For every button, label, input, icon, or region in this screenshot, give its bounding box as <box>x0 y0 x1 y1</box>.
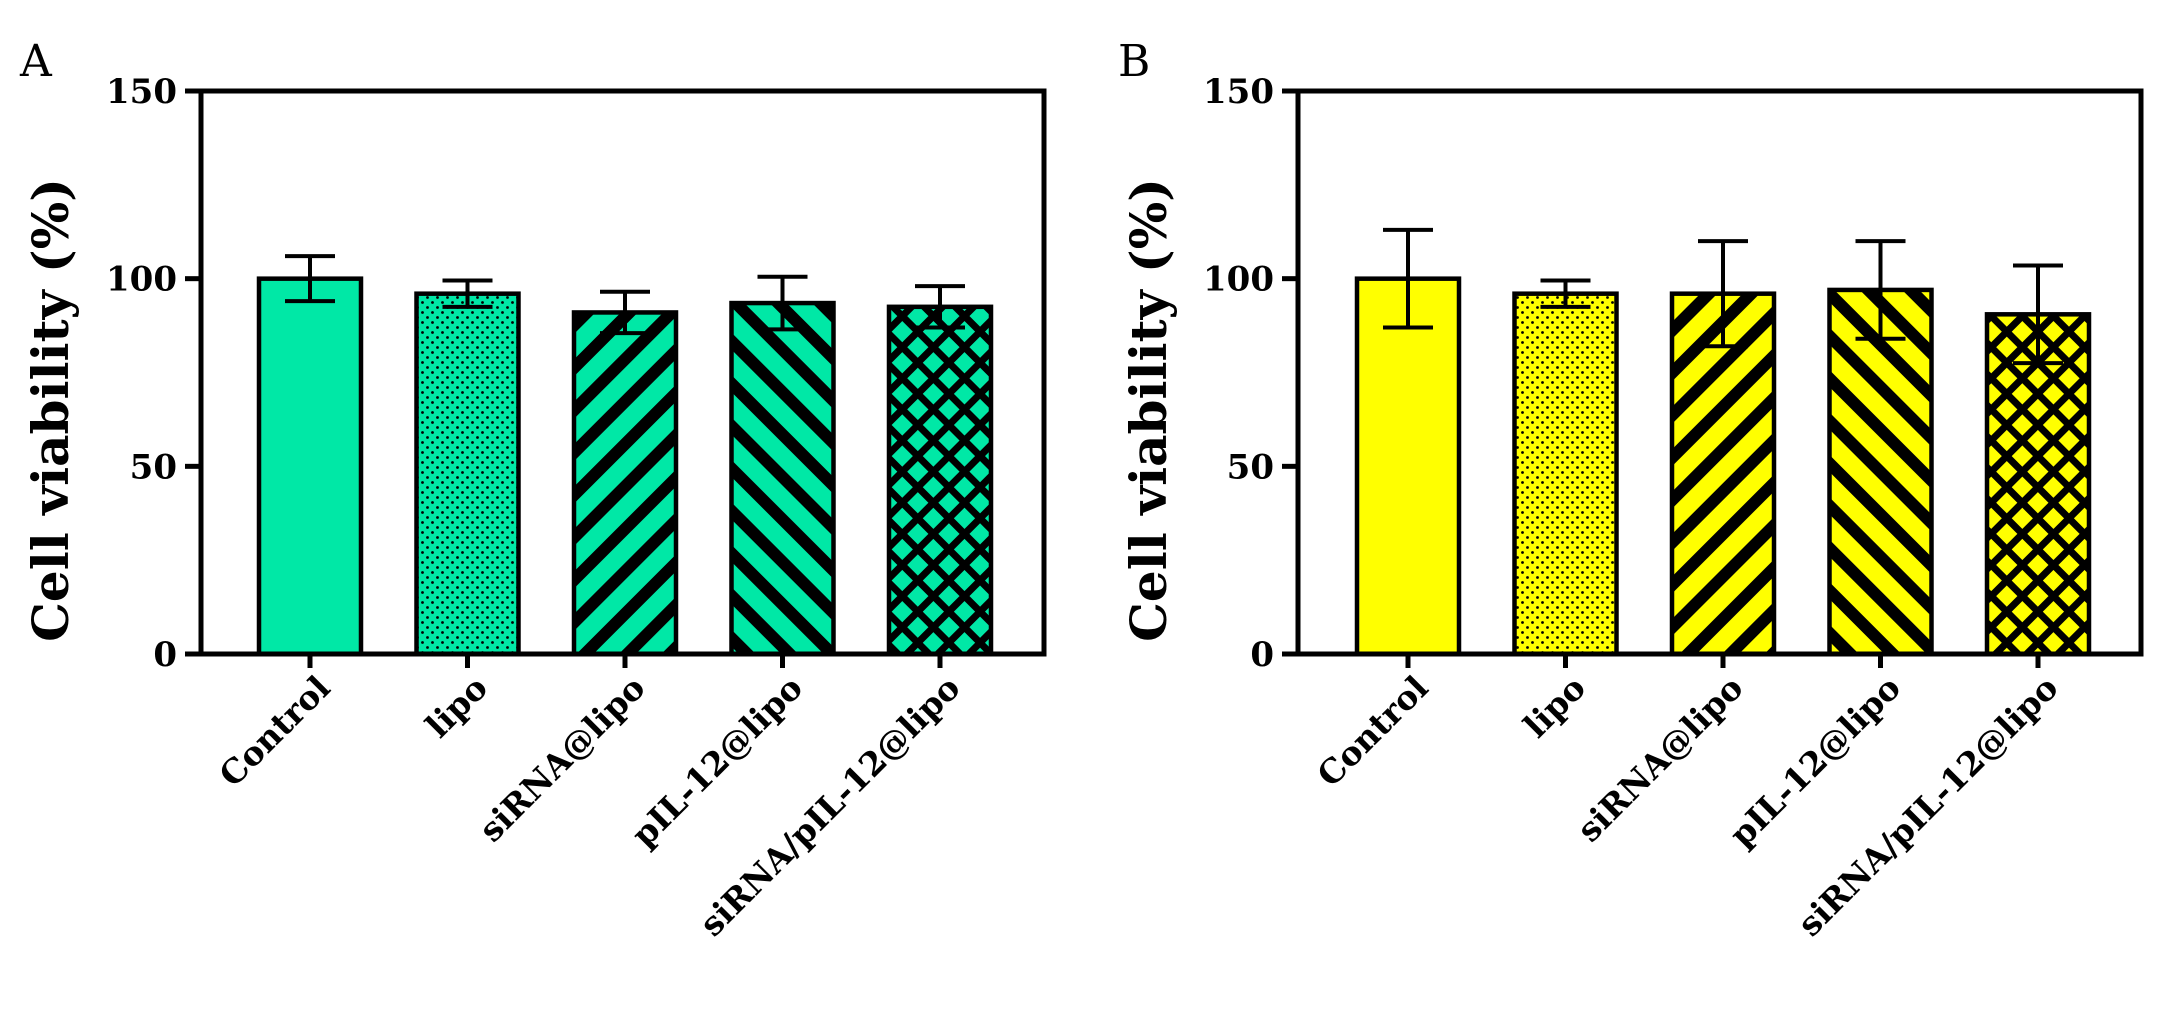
y-tick-label: 100 <box>1203 260 1274 300</box>
chart-panel-a: A Cell viability (%) 0 50 100 150 Control li… <box>19 36 1047 944</box>
chart-panel-b: B Cell viability (%) 0 50 100 150 Control li… <box>1118 36 2144 944</box>
x-tick-label: Control <box>1309 668 1435 794</box>
plot-frame-a <box>198 88 1047 657</box>
x-tick-label: siRNA@lipo <box>471 668 652 849</box>
x-ticks-b: Control liposiRNA@lipopIL-12@liposiRNA/pI… <box>1309 654 2066 944</box>
error-bar <box>285 254 335 304</box>
error-bar <box>600 289 650 336</box>
x-tick-label: lipo <box>1516 668 1593 745</box>
y-tick-label: 0 <box>1250 635 1274 675</box>
y-tick-label: 0 <box>153 635 177 675</box>
x-ticks-a: Control liposiRNA@lipopIL-12@liposiRNA/pI… <box>211 654 968 944</box>
error-bars-a <box>285 254 965 336</box>
bar-lipo <box>414 291 521 657</box>
bar-pil-12-lipo <box>729 300 836 657</box>
x-tick-label: siRNA/pIL-12@lipo <box>692 668 968 944</box>
bar-sirna-lipo <box>571 310 679 657</box>
y-axis-label-a: Cell viability (%) <box>21 178 80 642</box>
x-tick-label: siRNA/pIL-12@lipo <box>1790 668 2066 944</box>
bar-lipo <box>1512 291 1619 657</box>
y-ticks-b: 0 50 100 150 <box>1203 72 1298 675</box>
panel-letter-b: B <box>1118 36 1150 87</box>
error-bar <box>1855 239 1906 341</box>
y-tick-label: 100 <box>106 260 177 300</box>
panel-letter-a: A <box>19 36 53 87</box>
bar-sirna-pil-12-lipo <box>1984 312 2092 657</box>
y-tick-label: 150 <box>106 72 177 112</box>
bar-control <box>1354 276 1462 657</box>
error-bar <box>2013 263 2063 366</box>
error-bar <box>757 274 808 332</box>
y-tick-label: 50 <box>130 447 177 487</box>
x-tick-label: lipo <box>418 668 495 745</box>
bar-sirna-pil-12-lipo <box>886 304 994 657</box>
error-bar <box>1383 227 1433 330</box>
y-axis-label-b: Cell viability (%) <box>1119 178 1178 642</box>
error-bar <box>442 278 493 309</box>
error-bars-b <box>1383 227 2063 366</box>
x-tick-label: Control <box>211 668 337 794</box>
plot-frame-b <box>1295 88 2144 657</box>
bar-pil-12-lipo <box>1827 287 1934 657</box>
x-tick-label: siRNA@lipo <box>1569 668 1750 849</box>
error-bar <box>915 284 965 330</box>
bar-sirna-lipo <box>1669 291 1777 657</box>
bar-control <box>256 276 364 657</box>
error-bar <box>1540 278 1591 309</box>
y-tick-label: 150 <box>1203 72 1274 112</box>
error-bar <box>1698 239 1748 349</box>
y-ticks-a: 0 50 100 150 <box>106 72 201 675</box>
y-tick-label: 50 <box>1227 447 1274 487</box>
bars-b <box>1354 276 2092 657</box>
